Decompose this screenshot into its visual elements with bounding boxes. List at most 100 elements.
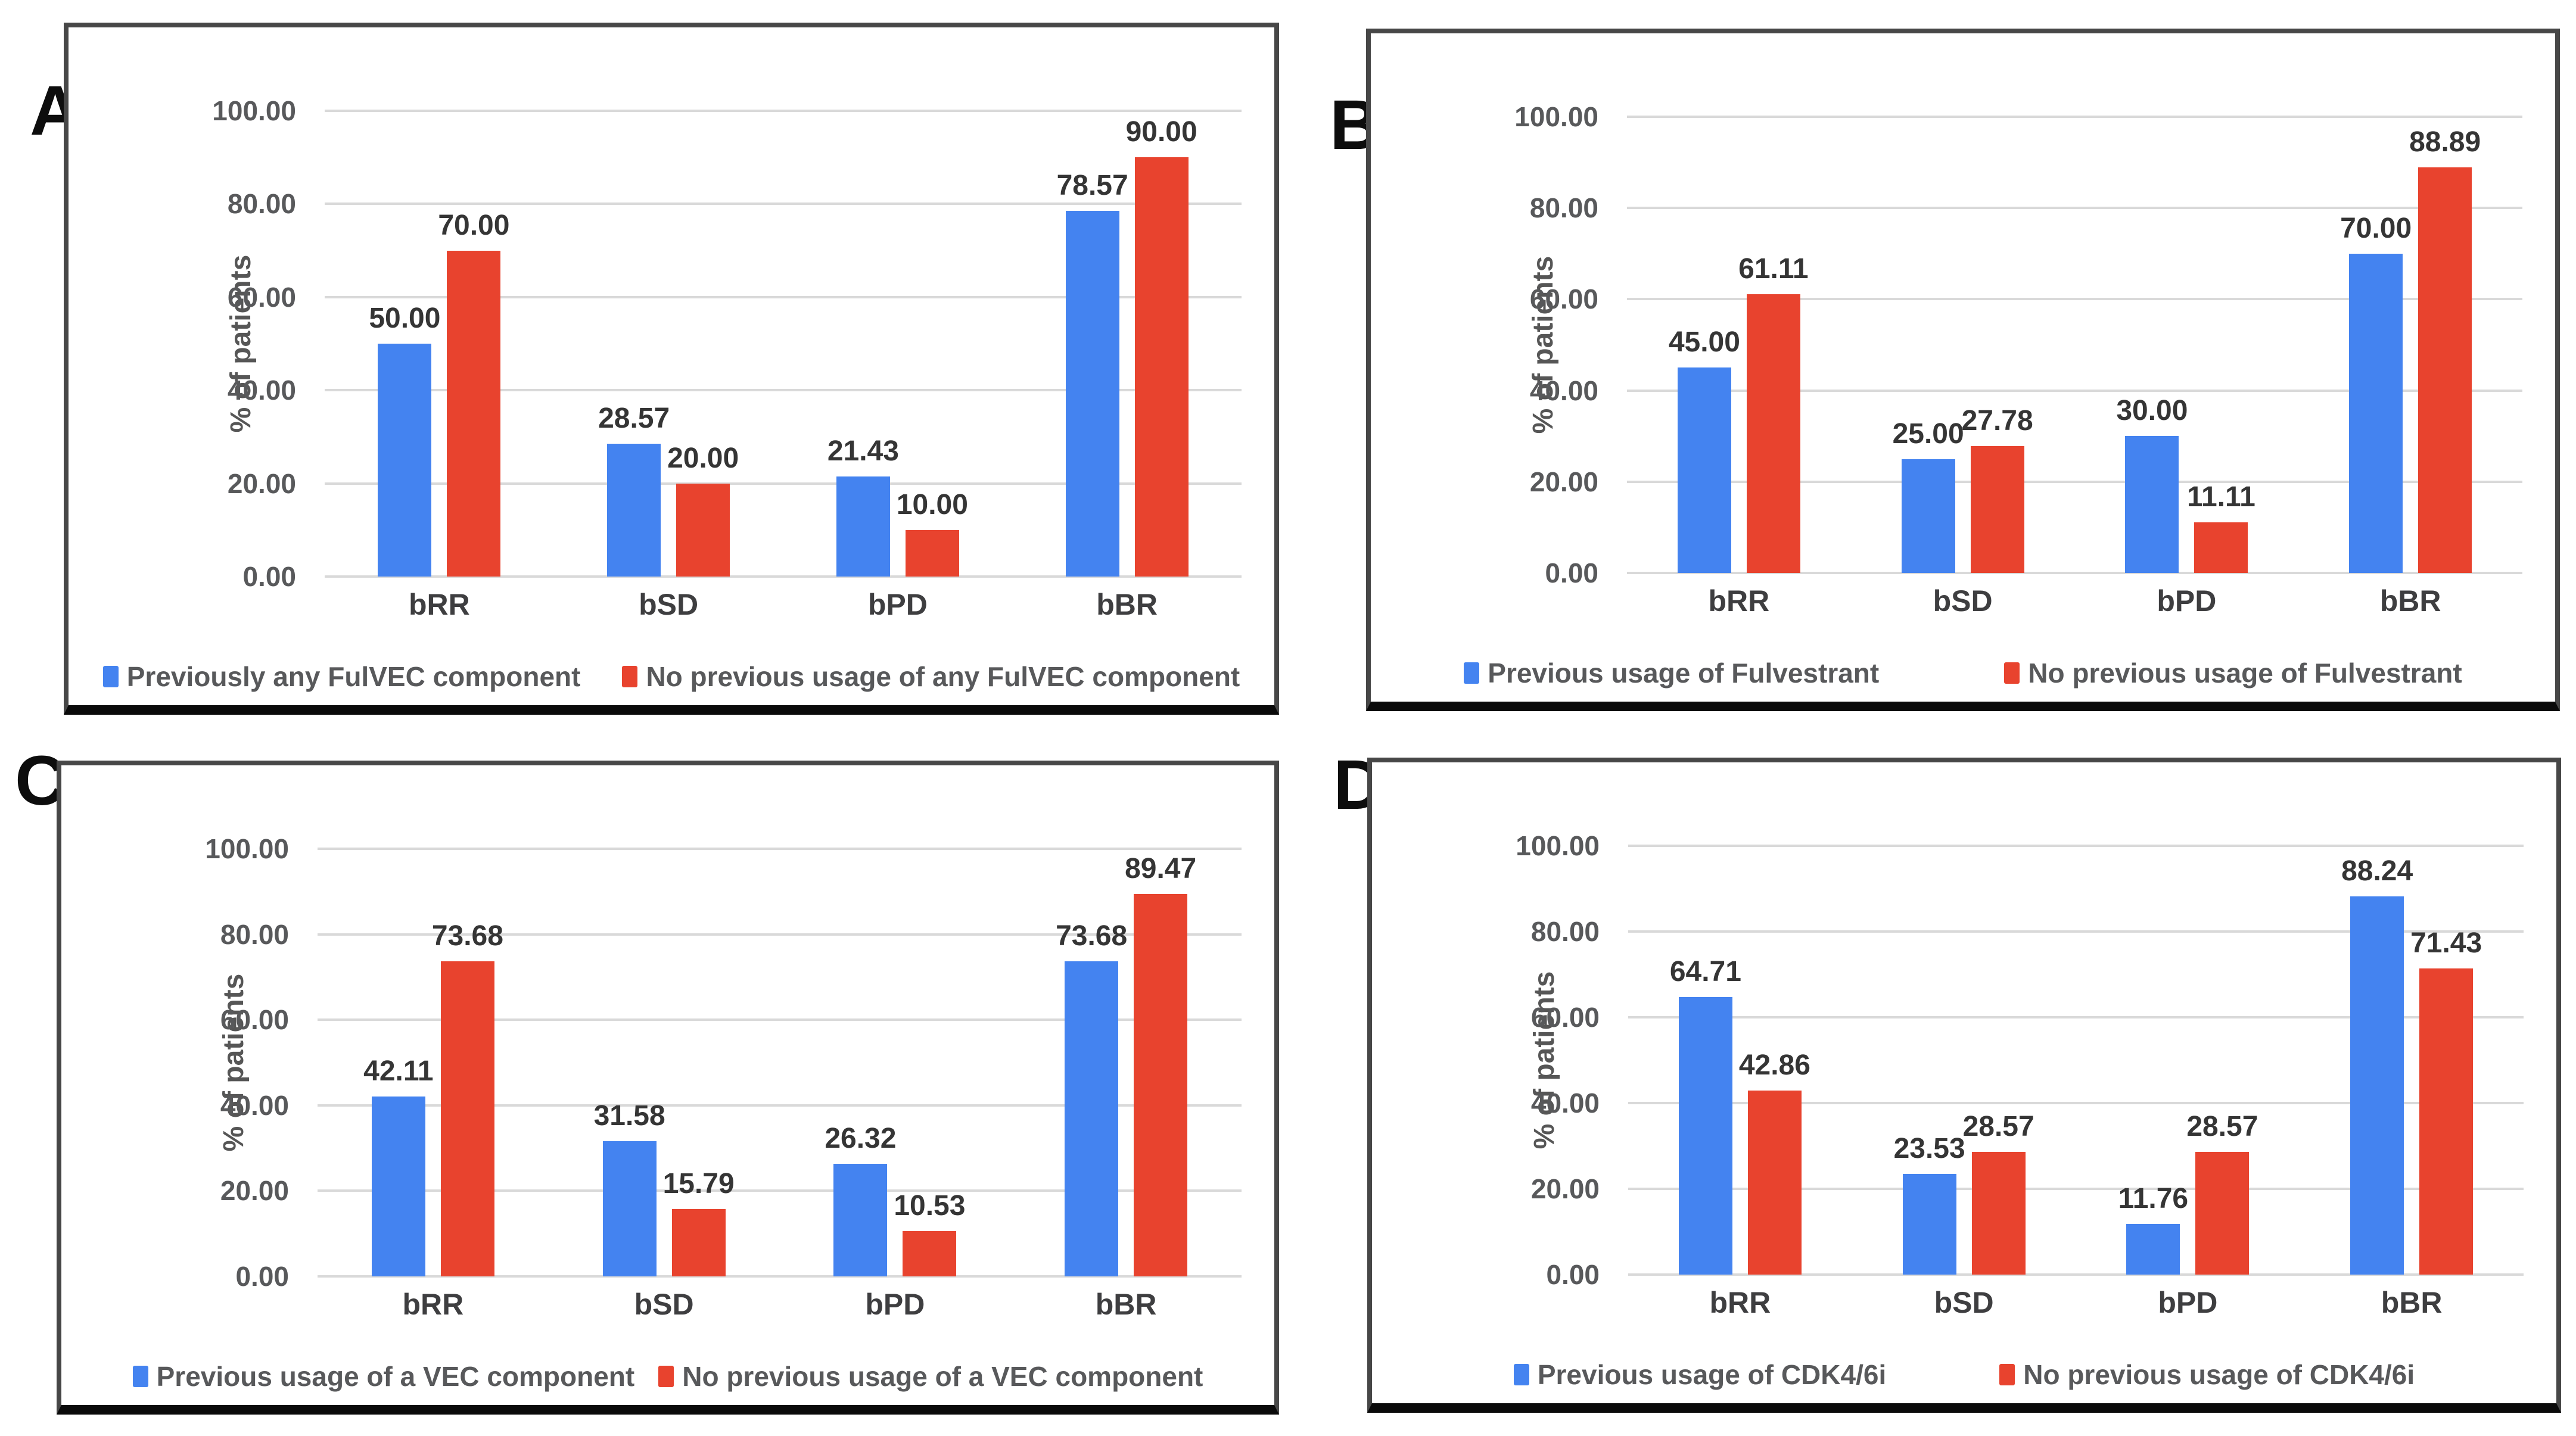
legend-item: No previous usage of a VEC component (658, 1360, 1203, 1393)
gridline (318, 1018, 1242, 1021)
gridline (325, 482, 1242, 485)
bar-value-label: 28.57 (1962, 1111, 2034, 1143)
x-category-label: bRR (402, 1288, 464, 1321)
y-tick-label: 40.00 (1530, 1088, 1600, 1119)
y-tick-label: 100.00 (1514, 101, 1598, 132)
gridline (325, 110, 1242, 112)
legend-label: Previous usage of a VEC component (156, 1361, 635, 1392)
legend-swatch-blue (1464, 662, 1480, 684)
y-tick-label: 60.00 (220, 1004, 289, 1036)
y-tick-label: 20.00 (220, 1175, 289, 1207)
legend-item: Previous usage of a VEC component (132, 1360, 635, 1393)
gridline (325, 575, 1242, 578)
x-category-label: bPD (867, 588, 928, 621)
x-category-label: bPD (865, 1288, 925, 1321)
bar-blue (378, 344, 432, 577)
bar-value-label: 27.78 (1961, 405, 2033, 437)
y-tick-label: 80.00 (1529, 192, 1598, 224)
x-category-label: bBR (1096, 588, 1158, 621)
bar-blue (833, 1164, 888, 1276)
x-category-label: bRR (408, 588, 470, 621)
y-tick-label: 100.00 (1516, 830, 1600, 861)
gridline (318, 933, 1242, 936)
y-axis-title: % of patients (1529, 971, 1560, 1150)
bar-blue (1902, 1173, 1956, 1275)
bar-value-label: 28.57 (598, 402, 670, 434)
y-axis-title: % of patients (1527, 256, 1559, 434)
bar-value-label: 42.86 (1738, 1049, 1810, 1082)
bar-red (1134, 157, 1189, 577)
gridline (1627, 572, 2522, 574)
chart-panel-d: % of patients 0.00 20.00 40.00 60.00 80.00 100… (1367, 758, 2561, 1413)
bar-red (2419, 968, 2474, 1275)
legend-label: Previous usage of Fulvestrant (1488, 658, 1880, 689)
bar-red (440, 961, 494, 1276)
y-axis-title: % of patients (218, 973, 250, 1152)
bar-blue (602, 1141, 657, 1276)
gridline (1627, 480, 2522, 483)
y-tick-label: 0.00 (1546, 1259, 1600, 1290)
legend-label: Previous usage of CDK4/6i (1537, 1359, 1887, 1390)
x-category-label: bPD (2157, 584, 2217, 618)
y-tick-label: 0.00 (242, 561, 296, 592)
bar-blue (607, 443, 661, 577)
legend-item: Previous usage of Fulvestrant (1464, 657, 1879, 689)
gridline (1627, 116, 2522, 118)
bar-red (2195, 1152, 2250, 1275)
chart-panel-a: % of patients 0.00 20.00 40.00 60.00 80.00 100… (64, 23, 1279, 715)
y-tick-label: 60.00 (1530, 1002, 1600, 1033)
legend-swatch-blue (102, 666, 119, 687)
legend-swatch-red (1999, 1364, 2015, 1385)
bar-blue (1065, 961, 1119, 1276)
bar-value-label: 50.00 (369, 303, 441, 334)
bar-value-label: 10.53 (894, 1190, 966, 1222)
bar-red (903, 1231, 957, 1276)
gridline (1628, 845, 2524, 847)
bar-value-label: 90.00 (1125, 116, 1197, 148)
legend-item: Previously any FulVEC component (102, 661, 581, 693)
legend-swatch-red (2004, 662, 2020, 684)
bar-value-label: 10.00 (896, 488, 968, 521)
x-category-label: bSD (1934, 1286, 1994, 1319)
x-category-label: bSD (639, 588, 699, 621)
legend-label: Previously any FulVEC component (126, 661, 581, 692)
bar-value-label: 88.24 (2341, 855, 2413, 887)
legend-swatch-blue (1513, 1364, 1529, 1385)
gridline (318, 1189, 1242, 1192)
gridline (1628, 930, 2524, 933)
y-tick-label: 80.00 (220, 918, 289, 950)
bar-red (1970, 446, 2024, 573)
legend-label: No previous usage of any FulVEC componen… (646, 661, 1240, 692)
legend-swatch-blue (132, 1366, 148, 1387)
x-category-label: bBR (1095, 1288, 1157, 1321)
legend-item: No previous usage of any FulVEC componen… (622, 661, 1240, 693)
legend-item: No previous usage of Fulvestrant (2004, 657, 2462, 689)
bar-blue (2125, 436, 2179, 573)
gridline (318, 1104, 1242, 1107)
legend-label: No previous usage of CDK4/6i (2023, 1359, 2415, 1390)
x-category-label: bRR (1708, 584, 1770, 618)
bar-red (676, 483, 730, 577)
bar-value-label: 70.00 (2340, 212, 2412, 244)
bar-blue (371, 1096, 425, 1276)
bar-red (905, 529, 959, 577)
bar-red (2418, 167, 2472, 573)
legend-swatch-red (622, 666, 638, 687)
legend: Previous usage of a VEC component No prev… (61, 1359, 1274, 1394)
bar-blue (2350, 896, 2404, 1275)
x-category-label: bBR (2379, 584, 2441, 618)
legend: Previous usage of CDK4/6i No previous usa… (1372, 1357, 2556, 1393)
bar-value-label: 21.43 (827, 435, 899, 468)
legend-swatch-red (658, 1366, 674, 1387)
gridline (325, 295, 1242, 298)
y-tick-label: 20.00 (227, 468, 296, 499)
y-tick-label: 20.00 (1530, 1173, 1600, 1204)
bar-red (447, 250, 501, 577)
gridline (1628, 1016, 2524, 1018)
bar-red (671, 1208, 726, 1276)
bar-value-label: 15.79 (662, 1167, 735, 1200)
legend: Previously any FulVEC component No previo… (69, 659, 1274, 694)
y-tick-label: 80.00 (1530, 916, 1600, 947)
x-category-label: bSD (634, 1288, 694, 1321)
x-category-label: bPD (2158, 1286, 2218, 1319)
